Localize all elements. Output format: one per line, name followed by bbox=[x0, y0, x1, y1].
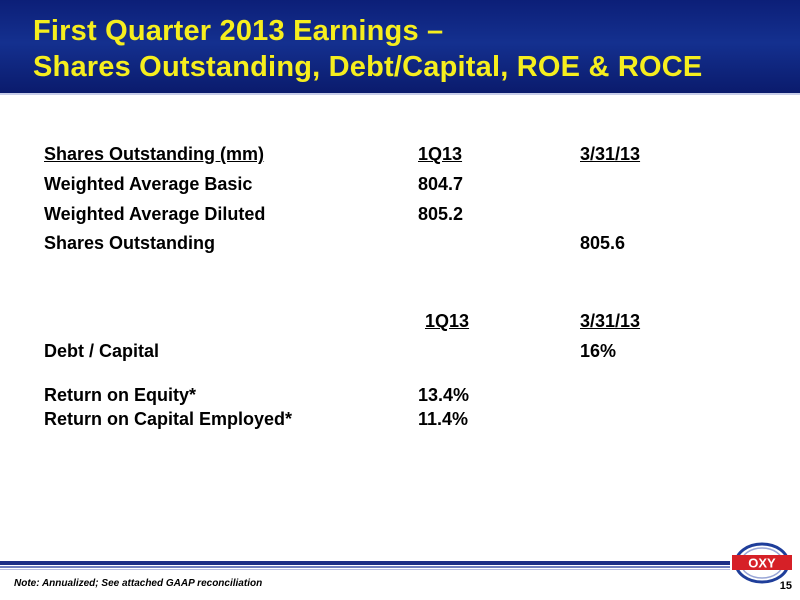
title-banner-rule bbox=[0, 93, 800, 95]
shares-header-col1: 1Q13 bbox=[418, 144, 463, 164]
footer-rule bbox=[0, 569, 730, 570]
roe-value: 13.4% bbox=[418, 385, 470, 405]
footer-rule bbox=[0, 561, 730, 565]
page-number: 15 bbox=[779, 580, 792, 592]
oxy-logo: OXY bbox=[732, 542, 792, 584]
shares-row-label: Weighted Average Basic bbox=[44, 174, 253, 194]
shares-header-col2: 3/31/13 bbox=[580, 144, 641, 164]
roe-label: Return on Equity* bbox=[44, 385, 196, 405]
logo-text: OXY bbox=[748, 556, 776, 571]
shares-row-label: Shares Outstanding bbox=[44, 233, 216, 253]
debt-capital-label: Debt / Capital bbox=[44, 341, 160, 361]
shares-header-label: Shares Outstanding (mm) bbox=[44, 144, 265, 164]
footer-rule bbox=[0, 566, 730, 568]
shares-row-value: 805.6 bbox=[580, 233, 626, 253]
slide-title-line-2: Shares Outstanding, Debt/Capital, ROE & … bbox=[33, 51, 703, 83]
shares-row-value: 804.7 bbox=[418, 174, 464, 194]
footnote: Note: Annualized; See attached GAAP reco… bbox=[14, 578, 263, 589]
debt-capital-value: 16% bbox=[580, 341, 617, 361]
shares-row-label: Weighted Average Diluted bbox=[44, 204, 266, 224]
ratios-header-col1: 1Q13 bbox=[425, 311, 470, 331]
roce-value: 11.4% bbox=[418, 409, 469, 429]
title-banner bbox=[0, 0, 800, 95]
shares-row-value: 805.2 bbox=[418, 204, 464, 224]
slide-title-line-1: First Quarter 2013 Earnings – bbox=[33, 15, 444, 47]
ratios-header-col2: 3/31/13 bbox=[580, 311, 641, 331]
roce-label: Return on Capital Employed* bbox=[44, 409, 293, 429]
